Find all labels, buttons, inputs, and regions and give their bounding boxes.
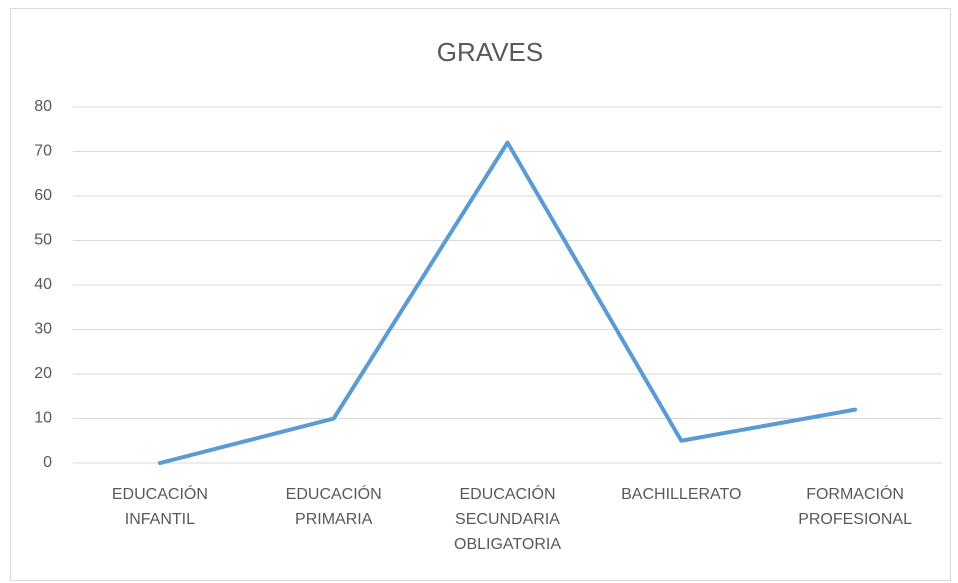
y-tick-label: 80: [34, 98, 52, 115]
y-tick-label: 60: [34, 187, 52, 204]
y-tick-label: 10: [34, 410, 52, 427]
y-tick-label: 20: [34, 365, 52, 382]
x-tick-label: EDUCACIÓN SECUNDARIA OBLIGATORIA: [454, 486, 561, 553]
chart-title: GRAVES: [437, 37, 543, 67]
x-tick-label: FORMACIÓN PROFESIONAL: [798, 486, 912, 528]
line: [157, 140, 858, 465]
y-tick-label: 40: [34, 276, 52, 293]
chart-border: [10, 8, 951, 581]
y-tick-label: 70: [34, 143, 52, 160]
y-tick-label: 0: [43, 454, 52, 471]
y-tick-label: 30: [34, 321, 52, 338]
x-tick-label: EDUCACIÓN PRIMARIA: [285, 486, 382, 528]
x-tick-label: EDUCACIÓN INFANTIL: [111, 486, 208, 528]
x-tick-label: BACHILLERATO: [621, 486, 742, 503]
y-tick-label: 50: [34, 232, 52, 249]
